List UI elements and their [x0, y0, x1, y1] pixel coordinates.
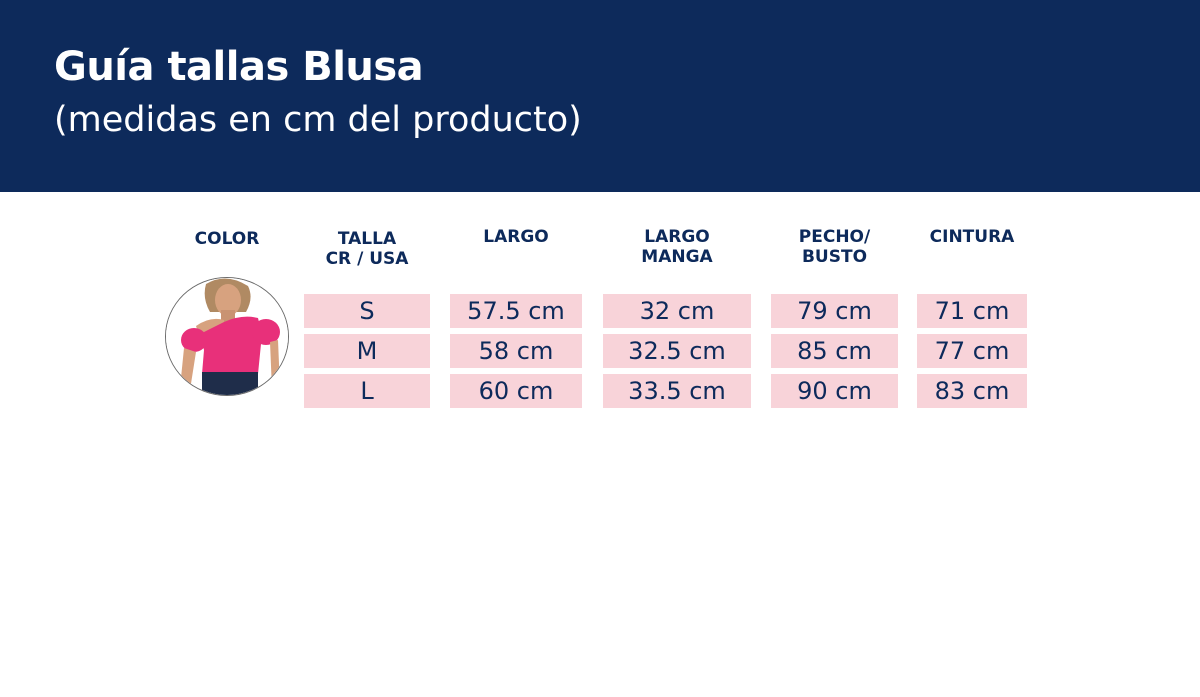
column-header-pecho-busto: PECHO/ BUSTO	[798, 227, 871, 267]
page-subtitle: (medidas en cm del producto)	[54, 100, 582, 140]
cell-talla: L	[304, 374, 430, 408]
cell-talla: S	[304, 294, 430, 328]
column-header-largo-manga: LARGO MANGA	[641, 227, 713, 267]
cell-largo-manga: 32 cm	[603, 294, 751, 328]
cell-pecho-busto: 79 cm	[771, 294, 898, 328]
cell-pecho-busto: 90 cm	[771, 374, 898, 408]
product-photo	[165, 277, 289, 396]
cell-pecho-busto: 85 cm	[771, 334, 898, 368]
cell-largo: 60 cm	[450, 374, 582, 408]
page-title: Guía tallas Blusa	[54, 44, 424, 90]
header-banner: Guía tallas Blusa (medidas en cm del pro…	[0, 0, 1200, 192]
cell-largo: 58 cm	[450, 334, 582, 368]
cell-talla: M	[304, 334, 430, 368]
cell-cintura: 77 cm	[917, 334, 1027, 368]
cell-cintura: 83 cm	[917, 374, 1027, 408]
blouse-model-image	[166, 278, 288, 395]
cell-cintura: 71 cm	[917, 294, 1027, 328]
column-header-cintura: CINTURA	[929, 227, 1015, 247]
cell-largo: 57.5 cm	[450, 294, 582, 328]
column-header-color: COLOR	[194, 229, 260, 249]
column-header-talla: TALLA CR / USA	[325, 229, 409, 269]
cell-largo-manga: 33.5 cm	[603, 374, 751, 408]
column-header-largo: LARGO	[483, 227, 549, 247]
cell-largo-manga: 32.5 cm	[603, 334, 751, 368]
